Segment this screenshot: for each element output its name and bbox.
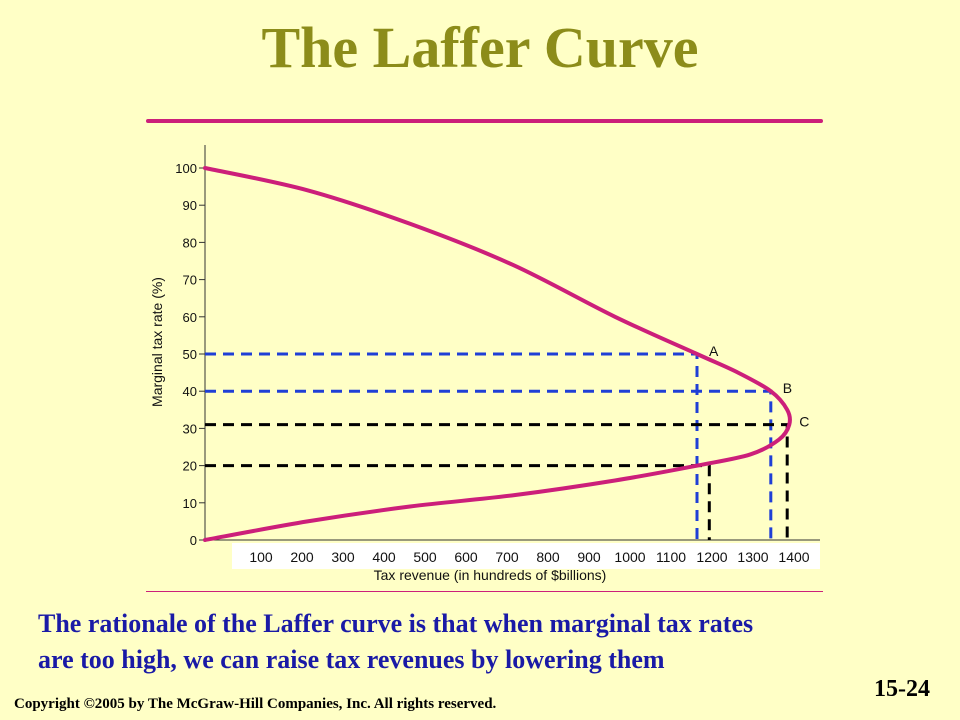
x-tick-label: 1000	[614, 549, 645, 565]
x-tick-label: 500	[413, 549, 437, 565]
x-tick-label: 100	[249, 549, 273, 565]
laffer-chart: 0 10 20 30 40 50 60 70 80 90 100 100 200 300 400 500 600…	[149, 145, 820, 583]
caption-line-1: The rationale of the Laffer curve is tha…	[38, 609, 754, 638]
x-tick-label: 900	[577, 549, 601, 565]
x-tick-label: 600	[454, 549, 478, 565]
x-tick-band	[232, 543, 820, 569]
y-tick-label: 40	[183, 384, 197, 399]
x-axis-label: Tax revenue (in hundreds of $billions)	[374, 567, 607, 583]
point-label-a: A	[709, 343, 719, 359]
y-tick-label: 80	[183, 235, 197, 250]
x-tick-label: 700	[495, 549, 519, 565]
y-tick-label: 90	[183, 198, 197, 213]
y-tick-label: 100	[175, 161, 197, 176]
y-tick-label: 60	[183, 310, 197, 325]
guide-line-black	[205, 464, 711, 540]
y-axis-label: Marginal tax rate (%)	[149, 277, 165, 407]
slide-number: 15-24	[874, 676, 930, 702]
copyright: Copyright ©2005 by The McGraw-Hill Compa…	[14, 696, 497, 712]
y-tick-label: 20	[183, 459, 197, 474]
y-tick-label: 70	[183, 273, 197, 288]
guide-line-blue	[205, 389, 773, 540]
point-label-c: C	[799, 414, 809, 430]
caption: The rationale of the Laffer curve is tha…	[38, 606, 938, 678]
guide-line-blue	[205, 352, 699, 540]
y-tick-label: 0	[190, 533, 197, 548]
x-tick-label: 1200	[696, 549, 727, 565]
x-tick-label: 1300	[737, 549, 768, 565]
x-tick-label: 400	[372, 549, 396, 565]
laffer-curve-line	[203, 166, 793, 542]
title-rule	[146, 119, 823, 123]
x-tick-label: 1100	[656, 549, 686, 565]
x-tick-label: 200	[290, 549, 314, 565]
y-tick-label: 10	[183, 496, 197, 511]
bottom-rule	[146, 591, 823, 592]
x-tick-label: 1400	[778, 549, 809, 565]
point-label-b: B	[783, 380, 792, 396]
x-tick-label: 800	[536, 549, 560, 565]
y-tick-label: 30	[183, 421, 197, 436]
slide-title: The Laffer Curve	[261, 15, 699, 80]
y-tick-label: 50	[183, 347, 197, 362]
x-tick-label: 300	[331, 549, 355, 565]
caption-line-2: are too high, we can raise tax revenues …	[38, 645, 665, 674]
